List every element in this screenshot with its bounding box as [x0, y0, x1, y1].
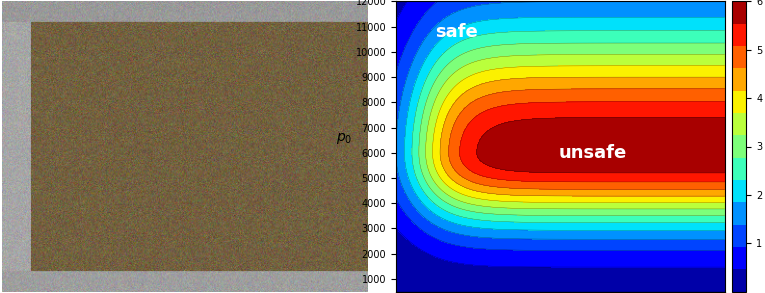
Text: safe: safe	[435, 23, 478, 41]
Y-axis label: $p_0$: $p_0$	[336, 132, 353, 146]
Text: unsafe: unsafe	[559, 144, 627, 162]
